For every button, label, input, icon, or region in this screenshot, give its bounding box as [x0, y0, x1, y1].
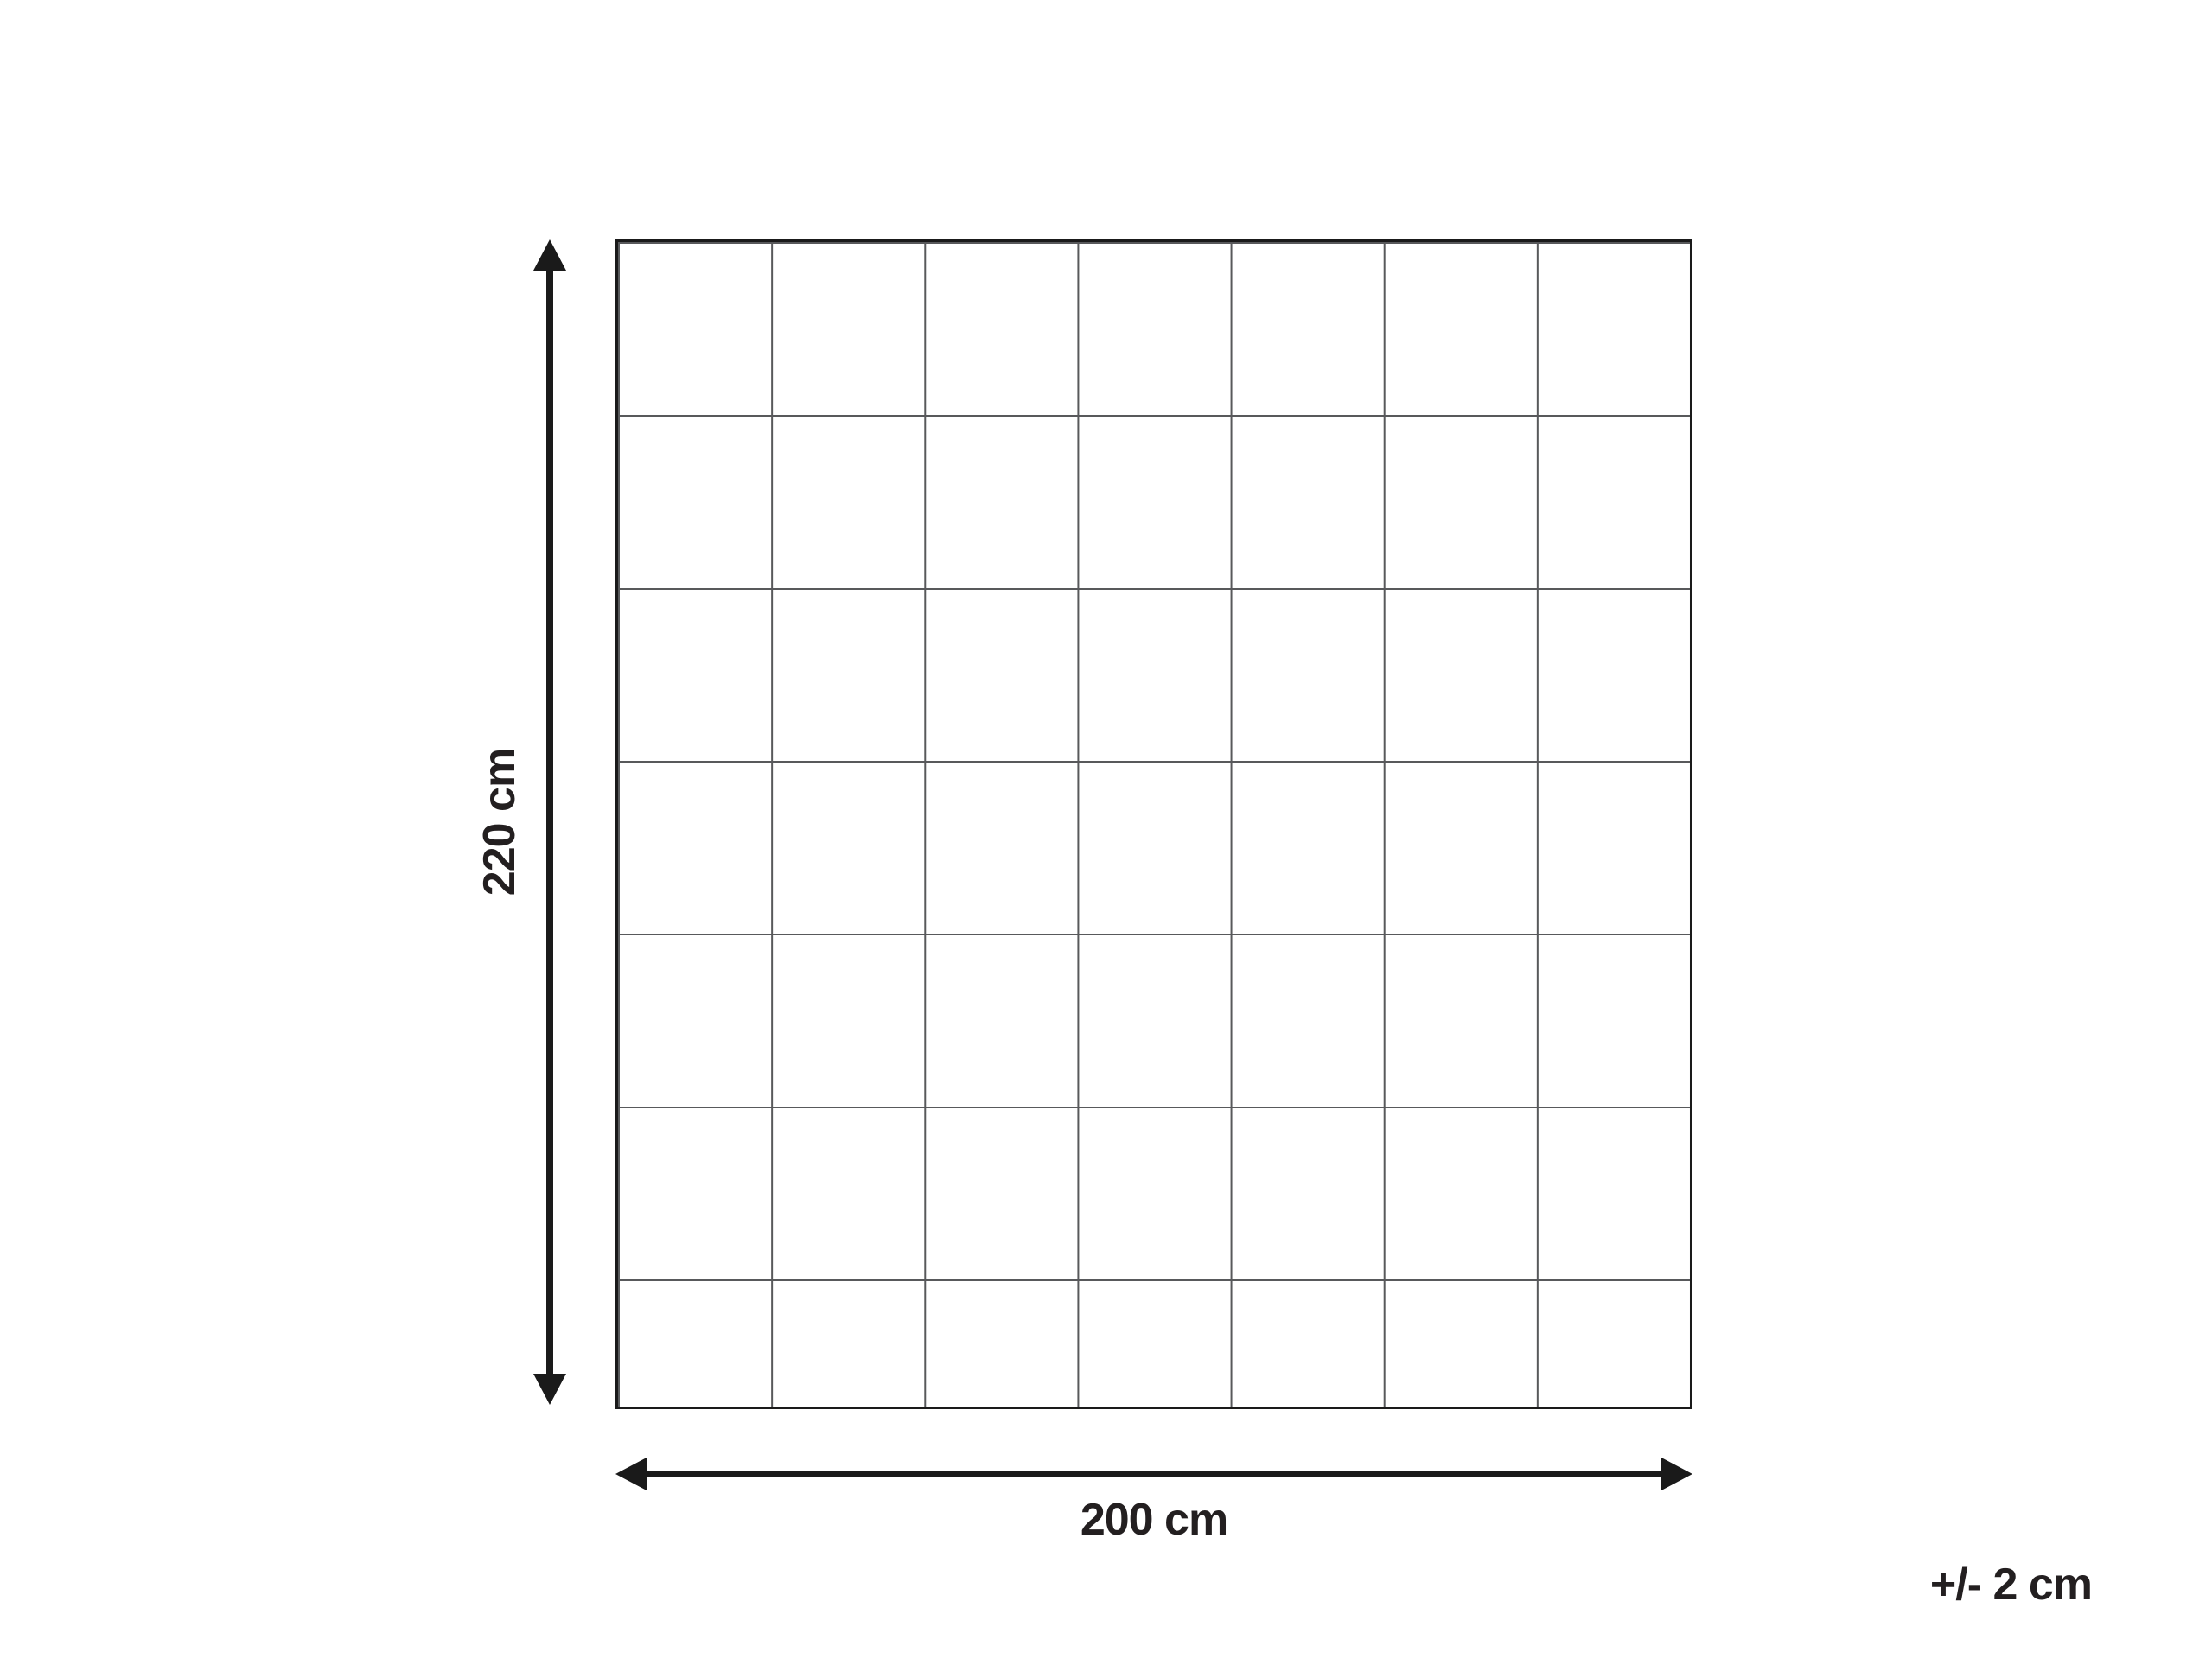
width-dimension-label: 200 cm — [1080, 1495, 1228, 1545]
vertical-double-arrow-icon — [533, 239, 566, 1405]
product-outline-grid — [615, 239, 1692, 1409]
tolerance-note: +/- 2 cm — [1929, 1560, 2093, 1610]
horizontal-double-arrow-icon — [615, 1458, 1692, 1490]
height-dimension-label: 220 cm — [475, 748, 525, 896]
